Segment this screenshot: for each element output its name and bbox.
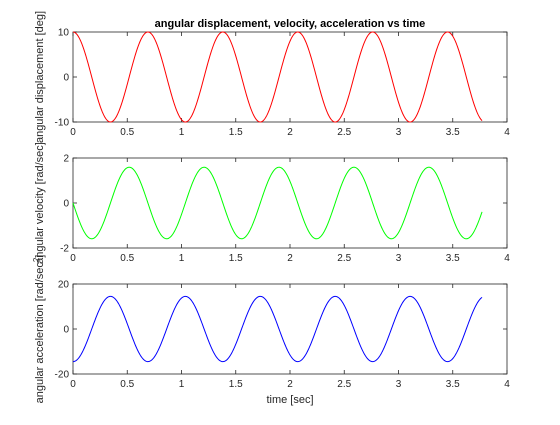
subplot-2-ylabel: angular velocity [rad/sec] xyxy=(34,142,46,264)
subplot-2-xtick-label: 3.5 xyxy=(446,253,460,264)
subplot-2-ytick-label: 0 xyxy=(63,199,69,210)
subplot-1-title: angular displacement, velocity, accelera… xyxy=(155,18,426,30)
subplot-3-series-line xyxy=(72,295,483,363)
subplot-3-ytick-label: -20 xyxy=(55,370,70,381)
subplot-1-axes-box xyxy=(72,31,508,123)
subplot-2-ylabel-text: angular velocity [rad/sec] xyxy=(34,142,46,264)
subplot-1-xtick-label: 4 xyxy=(504,127,510,138)
subplot-1-xtick-label: 2 xyxy=(287,127,293,138)
subplot-1-ytick-label: 10 xyxy=(58,28,70,39)
subplot-2-xtick-label: 0 xyxy=(70,253,76,264)
subplot-3-xtick-label: 3 xyxy=(396,379,402,390)
subplot-2-xtick-label: 4 xyxy=(504,253,510,264)
subplot-3-ytick-label: 0 xyxy=(63,325,69,336)
subplot-3-ylabel: angular acceleration [rad/sec2] xyxy=(32,255,46,404)
subplot-3-axes-box xyxy=(72,283,508,375)
subplot-3-xtick-label: 0.5 xyxy=(120,379,134,390)
subplot-3-xlabel: time [sec] xyxy=(266,394,313,406)
subplot-3-xtick-label: 1.5 xyxy=(229,379,243,390)
subplot-2-axes-box xyxy=(72,157,508,249)
subplot-3-ytick-label: 20 xyxy=(58,280,70,291)
subplot-2-xtick-label: 1.5 xyxy=(229,253,243,264)
subplot-1-xtick-label: 0 xyxy=(70,127,76,138)
subplot-3-xtick-label: 3.5 xyxy=(446,379,460,390)
subplot-2-series-line xyxy=(72,166,483,240)
subplot-1-xtick-label: 1 xyxy=(179,127,185,138)
subplot-1-xtick-label: 0.5 xyxy=(120,127,134,138)
subplot-2-xtick-label: 3 xyxy=(396,253,402,264)
subplot-1-ytick-label: -10 xyxy=(55,118,70,129)
subplot-3-xtick-label: 2 xyxy=(287,379,293,390)
subplot-2-xtick-label: 2.5 xyxy=(337,253,351,264)
subplot-3-xtick-label: 1 xyxy=(179,379,185,390)
subplot-3-xtick-label: 4 xyxy=(504,379,510,390)
subplot-1-xtick-label: 3.5 xyxy=(446,127,460,138)
subplot-2-ytick-label: 2 xyxy=(63,154,69,165)
subplot-1-xtick-label: 2.5 xyxy=(337,127,351,138)
subplot-3-xtick-label: 0 xyxy=(70,379,76,390)
subplot-1-series-line xyxy=(72,31,483,123)
subplot-1-xtick-label: 1.5 xyxy=(229,127,243,138)
subplot-2-xtick-label: 0.5 xyxy=(120,253,134,264)
subplot-2-xtick-label: 1 xyxy=(179,253,185,264)
subplot-1-ylabel-text: angular displacement [deg] xyxy=(34,11,46,143)
subplot-1-xtick-label: 3 xyxy=(396,127,402,138)
subplot-3-xtick-label: 2.5 xyxy=(337,379,351,390)
subplot-3-ylabel-text-end: ] xyxy=(34,255,46,258)
subplot-1-ylabel: angular displacement [deg] xyxy=(34,11,46,143)
subplot-2-ytick-label: -2 xyxy=(60,244,69,255)
subplot-3-ylabel-superscript: 2 xyxy=(32,257,41,262)
subplot-3-ylabel-text: angular acceleration [rad/sec xyxy=(34,262,46,404)
subplot-2-xtick-label: 2 xyxy=(287,253,293,264)
subplot-1-ytick-label: 0 xyxy=(63,73,69,84)
